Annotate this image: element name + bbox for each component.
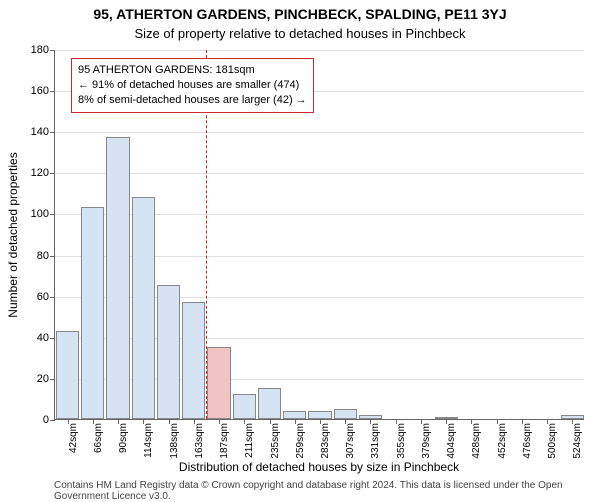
histogram-bar <box>132 197 155 419</box>
ytick-mark <box>50 91 55 92</box>
ytick-mark <box>50 173 55 174</box>
x-axis-label: Distribution of detached houses by size … <box>54 460 584 474</box>
xtick-label: 235sqm <box>270 423 281 459</box>
histogram-bar <box>308 411 331 419</box>
xtick-label: 379sqm <box>421 423 432 459</box>
histogram-bar <box>283 411 306 419</box>
ytick-label: 160 <box>31 85 49 97</box>
histogram-bar <box>207 347 230 419</box>
ytick-mark <box>50 50 55 51</box>
annotation-text: 95 ATHERTON GARDENS: 181sqm <box>78 63 307 78</box>
xtick-label: 307sqm <box>345 423 356 459</box>
ytick-mark <box>50 256 55 257</box>
xtick-label: 187sqm <box>219 423 230 459</box>
xtick-label: 428sqm <box>471 423 482 459</box>
gridline <box>55 173 584 174</box>
ytick-label: 60 <box>37 291 49 303</box>
ytick-label: 100 <box>31 208 49 220</box>
annotation-text: ← 91% of detached houses are smaller (47… <box>78 78 307 93</box>
histogram-bar <box>81 207 104 419</box>
xtick-label: 138sqm <box>169 423 180 459</box>
ytick-label: 0 <box>43 414 49 426</box>
xtick-label: 524sqm <box>572 423 583 459</box>
xtick-label: 355sqm <box>396 423 407 459</box>
xtick-label: 211sqm <box>244 423 255 458</box>
y-axis-label: Number of detached properties <box>6 50 20 420</box>
xtick-label: 163sqm <box>194 423 205 459</box>
page-subtitle: Size of property relative to detached ho… <box>0 26 600 41</box>
gridline <box>55 50 584 51</box>
histogram-bar <box>157 285 180 419</box>
ytick-mark <box>50 379 55 380</box>
xtick-label: 500sqm <box>547 423 558 459</box>
histogram-bar <box>56 331 79 419</box>
ytick-mark <box>50 338 55 339</box>
histogram-bar <box>233 394 256 419</box>
ytick-label: 180 <box>31 44 49 56</box>
ytick-mark <box>50 297 55 298</box>
xtick-label: 259sqm <box>295 423 306 459</box>
xtick-label: 476sqm <box>522 423 533 459</box>
ytick-label: 140 <box>31 126 49 138</box>
histogram-bar <box>182 302 205 419</box>
xtick-label: 452sqm <box>497 423 508 459</box>
histogram-plot: 02040608010012014016018042sqm66sqm90sqm1… <box>54 50 584 420</box>
attribution-footer: Contains HM Land Registry data © Crown c… <box>54 480 584 502</box>
annotation-text: 8% of semi-detached houses are larger (4… <box>78 93 307 108</box>
histogram-bar <box>258 388 281 419</box>
ytick-mark <box>50 132 55 133</box>
ytick-label: 120 <box>31 167 49 179</box>
xtick-label: 42sqm <box>68 423 79 453</box>
xtick-label: 90sqm <box>118 423 129 453</box>
xtick-label: 331sqm <box>370 423 381 459</box>
xtick-label: 283sqm <box>320 423 331 459</box>
xtick-label: 404sqm <box>446 423 457 459</box>
ytick-label: 40 <box>37 332 49 344</box>
xtick-label: 66sqm <box>93 423 104 453</box>
histogram-bar <box>334 409 357 419</box>
ytick-mark <box>50 420 55 421</box>
ytick-label: 20 <box>37 373 49 385</box>
annotation-box: 95 ATHERTON GARDENS: 181sqm← 91% of deta… <box>71 58 314 113</box>
ytick-label: 80 <box>37 250 49 262</box>
xtick-label: 114sqm <box>143 423 154 458</box>
ytick-mark <box>50 214 55 215</box>
page-title: 95, ATHERTON GARDENS, PINCHBECK, SPALDIN… <box>0 6 600 22</box>
histogram-bar <box>106 137 129 419</box>
gridline <box>55 132 584 133</box>
